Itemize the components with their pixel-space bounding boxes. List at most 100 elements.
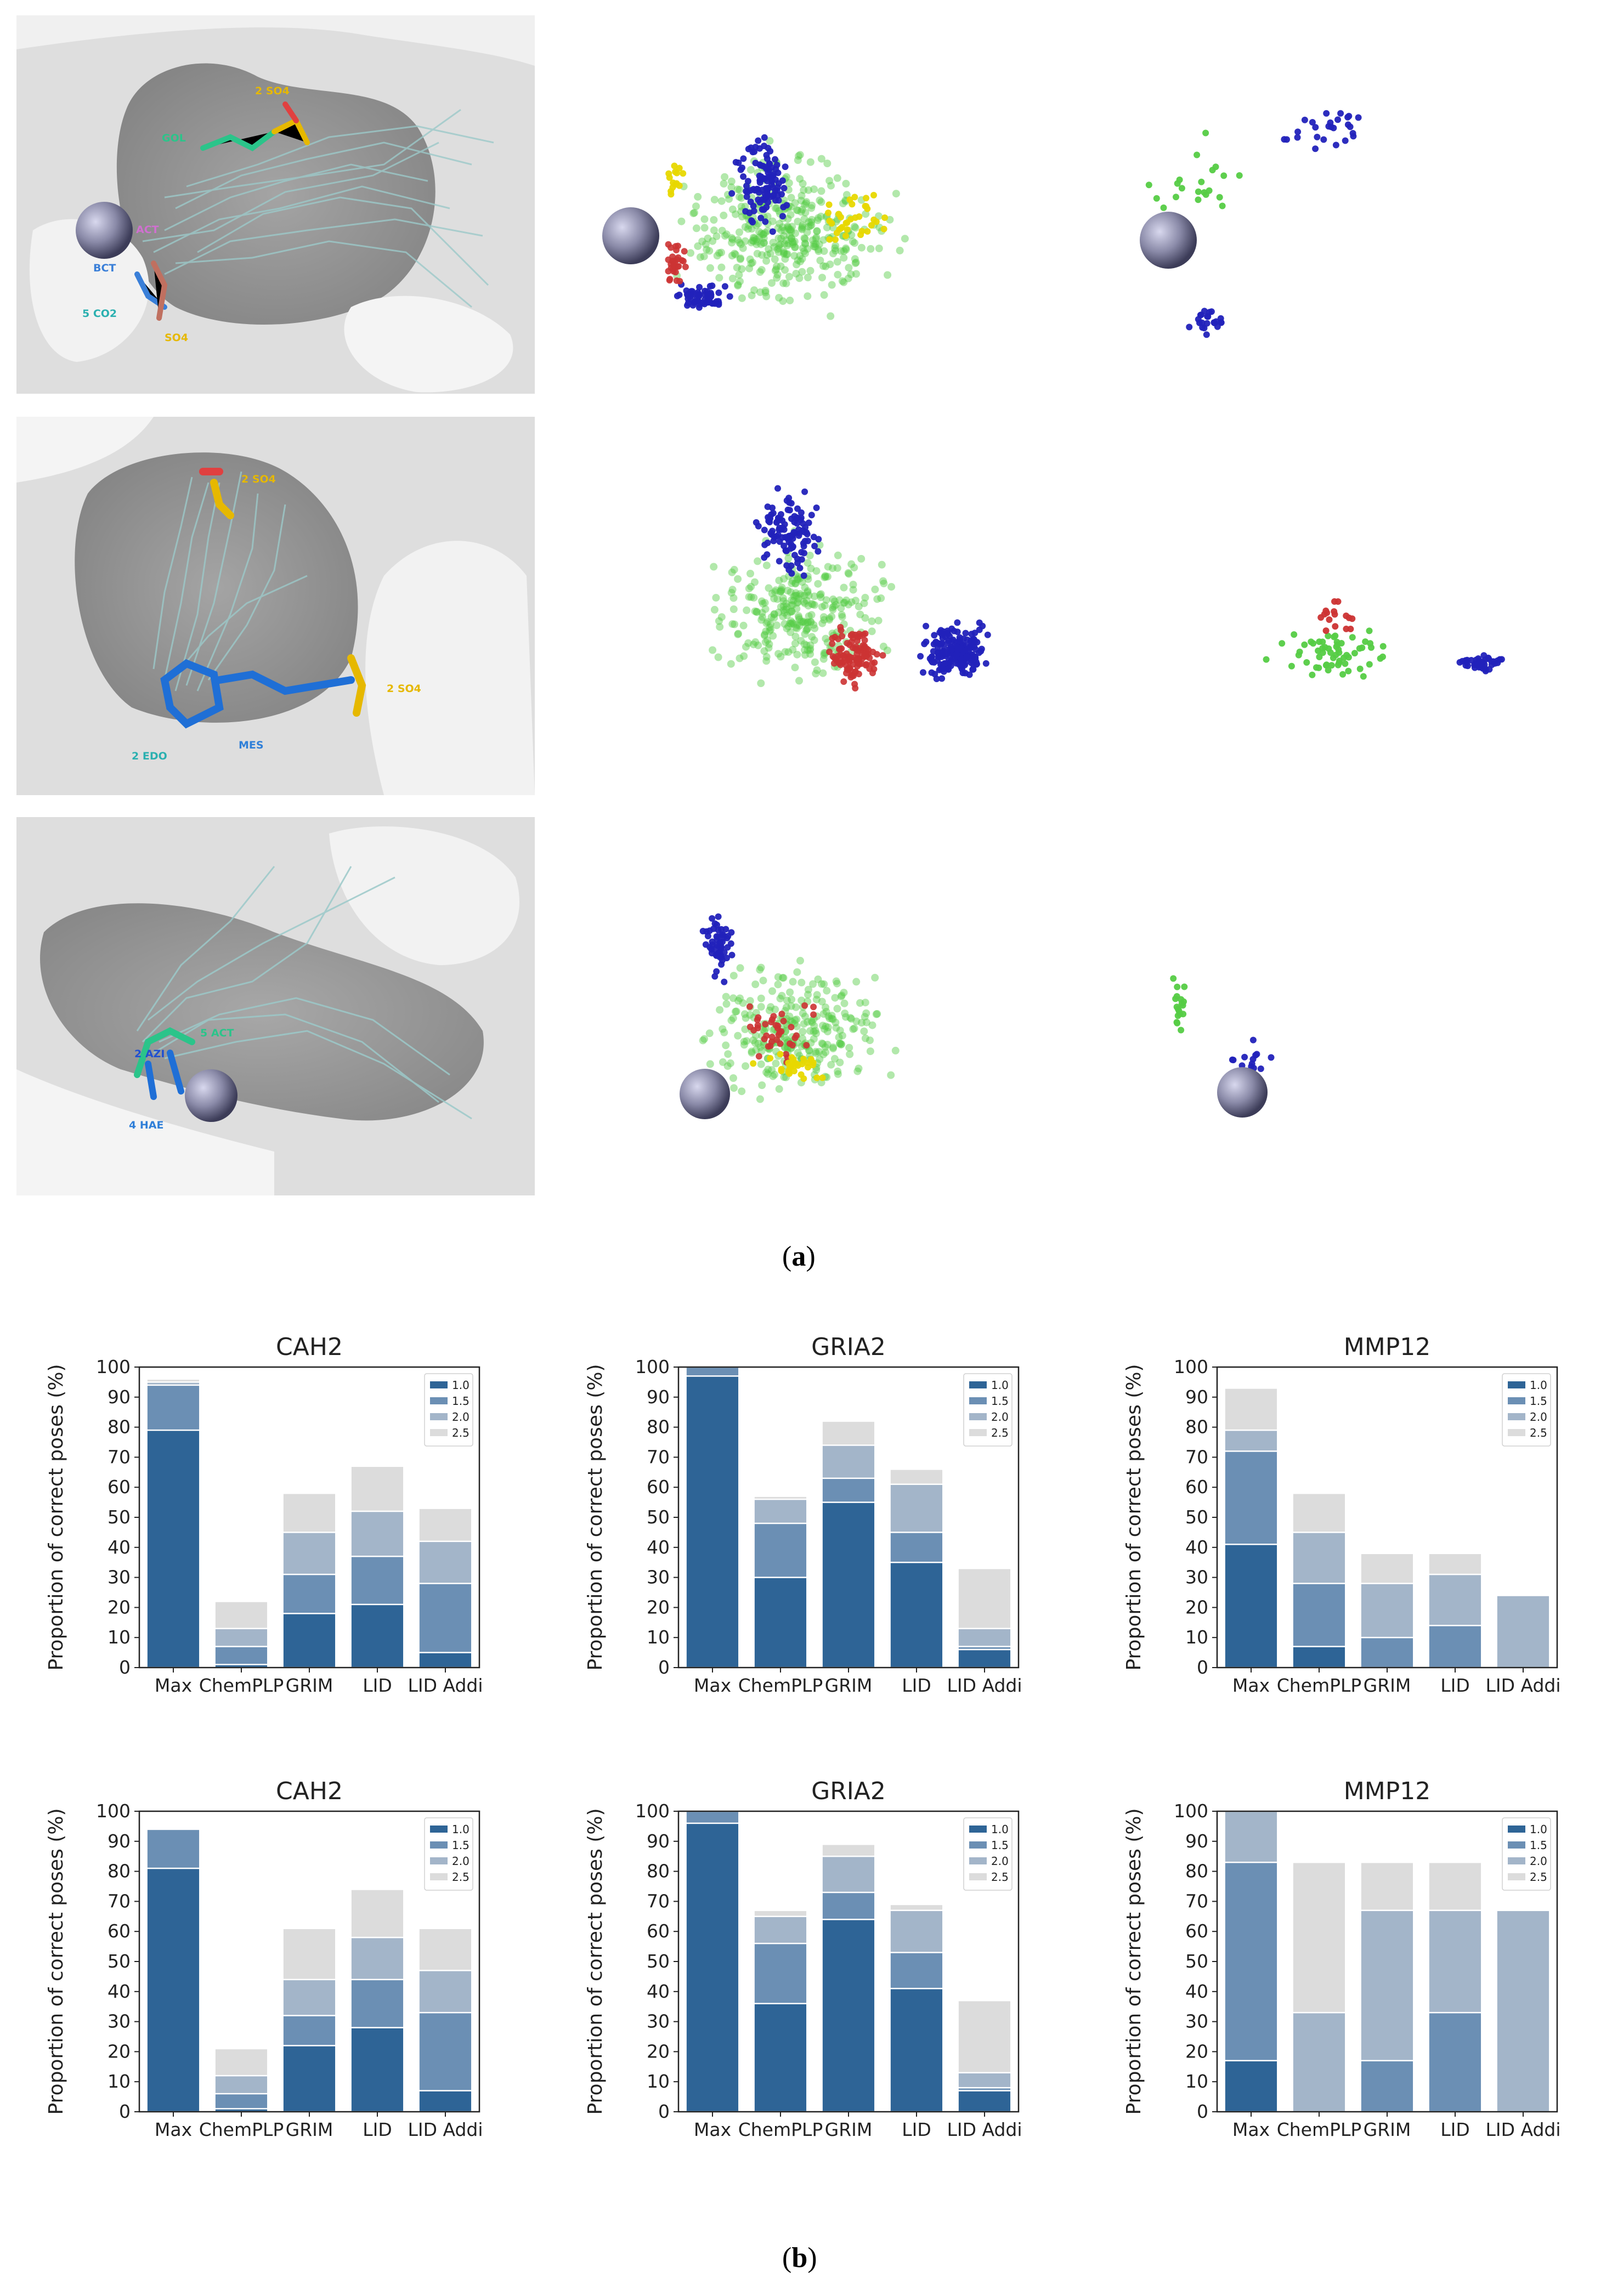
- cloud-point: [757, 597, 766, 605]
- bar-lid-addi-1.0: [418, 2090, 473, 2113]
- cloud-point: [844, 226, 851, 233]
- cloud-point: [1216, 194, 1223, 201]
- cloud-point: [1322, 607, 1330, 614]
- cloud-point: [740, 173, 747, 180]
- y-tick-label: 70: [1185, 1890, 1208, 1912]
- y-tick-label: 80: [647, 1861, 670, 1882]
- cloud-point: [768, 178, 775, 185]
- cloud-point: [763, 212, 772, 220]
- cloud-point: [765, 1006, 773, 1014]
- cloud-point: [778, 1011, 785, 1018]
- cloud-point: [738, 213, 746, 220]
- bar-chemplp-1.0: [753, 2003, 808, 2113]
- legend-swatch: [430, 1857, 448, 1864]
- cloud-point: [823, 1041, 832, 1048]
- cloud-point: [702, 941, 709, 948]
- cloud-point: [873, 595, 881, 603]
- cloud-point: [782, 599, 790, 608]
- cloud-point: [722, 926, 729, 933]
- cloud-point: [740, 652, 748, 660]
- cloud-point: [780, 203, 787, 211]
- cloud-point: [787, 617, 795, 625]
- x-tick-label: ChemPLP: [199, 1675, 284, 1696]
- cloud-point: [842, 244, 850, 252]
- cloud-point: [737, 194, 745, 202]
- legend-swatch: [430, 1429, 448, 1436]
- cloud-point: [1145, 182, 1152, 189]
- cloud-point: [774, 531, 782, 538]
- cloud-point: [793, 625, 801, 632]
- plot-frame: [677, 1810, 1020, 2113]
- cloud-point: [838, 277, 846, 285]
- bar-lid-addi-2.0: [1496, 1909, 1551, 2113]
- cloud-point: [761, 605, 770, 613]
- y-axis-label: Proportion of correct poses (%): [45, 1364, 67, 1670]
- cloud-point: [794, 218, 802, 225]
- cloud-point: [768, 987, 776, 995]
- cloud-point: [828, 1014, 836, 1023]
- legend-swatch: [430, 1397, 448, 1404]
- cloud-point: [715, 913, 722, 920]
- cloud-point: [793, 575, 801, 583]
- cloud-point: [760, 647, 768, 655]
- chart-title: MMP12: [1344, 1333, 1430, 1361]
- cloud-point: [713, 942, 720, 949]
- cloud-point: [1229, 1056, 1236, 1063]
- cloud-point: [852, 668, 859, 676]
- cloud-point: [800, 592, 808, 599]
- cloud-point: [1186, 324, 1193, 331]
- cloud-point: [762, 1068, 771, 1076]
- cloud-point: [833, 979, 841, 988]
- cloud-point: [713, 968, 720, 975]
- y-tick-label: 80: [647, 1416, 670, 1438]
- cloud-point: [805, 519, 812, 526]
- cloud-point: [778, 1065, 785, 1073]
- cloud-point: [730, 565, 738, 574]
- cloud-point: [790, 592, 798, 600]
- mol-label-bct: BCT: [93, 262, 116, 274]
- cloud-point: [797, 617, 805, 626]
- cloud-point: [812, 1066, 821, 1074]
- cloud-point: [698, 237, 706, 246]
- cloud-point: [800, 234, 808, 242]
- cloud-point: [819, 1022, 827, 1030]
- cloud-point: [829, 595, 837, 603]
- cloud-point: [1319, 649, 1326, 656]
- y-tick-label: 60: [1185, 1920, 1208, 1942]
- cloud-point: [787, 234, 795, 242]
- plot-frame: [1216, 1810, 1558, 2113]
- cloud-point: [770, 610, 778, 619]
- cloud-point: [753, 250, 761, 258]
- cloud-point: [801, 1002, 808, 1009]
- cloud-point: [824, 563, 832, 571]
- cloud-point: [836, 1058, 844, 1067]
- y-tick-label: 40: [1185, 1537, 1208, 1558]
- cloud-point: [808, 600, 817, 609]
- metal-ion-sphere: [76, 202, 133, 259]
- cloud-point: [794, 1048, 802, 1057]
- y-tick-label: 10: [1185, 2071, 1208, 2092]
- cloud-point: [734, 630, 742, 638]
- cloud-point: [780, 185, 788, 192]
- cloud-point: [1180, 998, 1187, 1005]
- cloud-point: [815, 247, 823, 256]
- cloud-point: [773, 595, 782, 603]
- cloud-point: [820, 291, 828, 299]
- cloud-point: [774, 234, 783, 242]
- cloud-point: [757, 994, 765, 1002]
- cloud-point: [840, 999, 849, 1007]
- cloud-point: [834, 1067, 842, 1075]
- cloud-point: [788, 1024, 795, 1030]
- cloud-point: [751, 638, 760, 646]
- cloud-point: [804, 587, 812, 595]
- cloud-point: [820, 616, 828, 624]
- cloud-point: [788, 234, 795, 242]
- cloud-point: [815, 548, 822, 555]
- x-tick-label: GRIM: [825, 2119, 873, 2140]
- cloud-point: [721, 283, 728, 290]
- cloud-point: [946, 645, 953, 653]
- cloud-point: [879, 642, 887, 650]
- cloud-point: [1202, 129, 1209, 137]
- cloud-point: [706, 296, 713, 303]
- cloud-point: [780, 606, 788, 614]
